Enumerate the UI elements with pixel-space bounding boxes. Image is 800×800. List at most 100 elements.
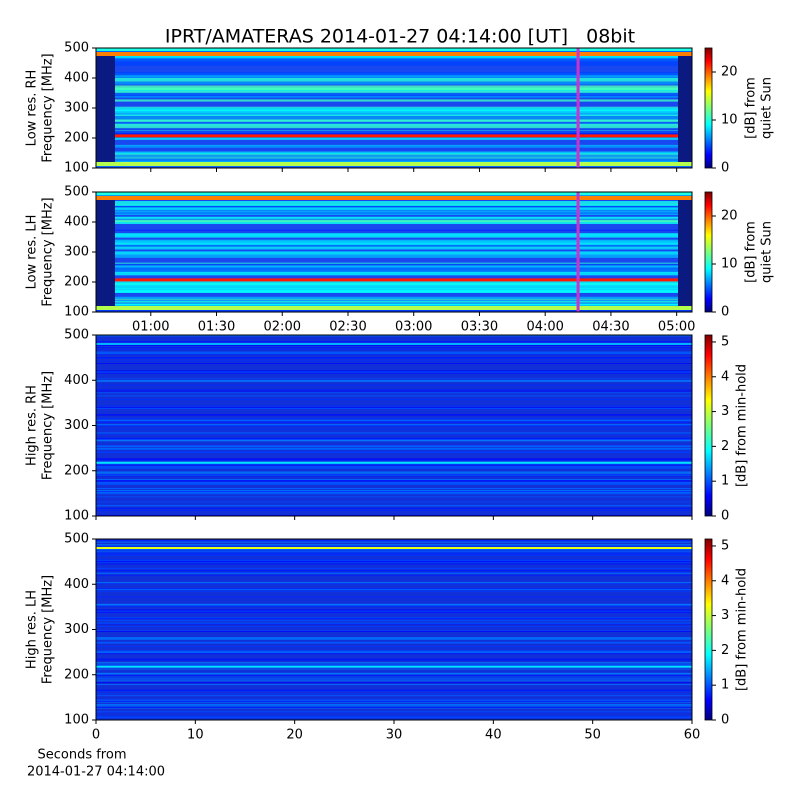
spectrogram-band (96, 414, 692, 416)
spectrogram-band (96, 480, 692, 482)
y-axis-label: Low res. LH (25, 215, 40, 290)
spectrogram-band (96, 348, 692, 350)
spectrogram-band (96, 162, 692, 166)
colorbar-tick-label: 10 (721, 257, 738, 272)
x-tick-label: 02:30 (329, 320, 366, 335)
spectrogram-band (96, 482, 692, 484)
spectrogram (96, 335, 692, 517)
spectrogram-band (96, 508, 692, 510)
spectrogram-band (96, 571, 692, 573)
colorbar-tick-label: 20 (721, 65, 738, 80)
x-tick-label: 20 (286, 728, 303, 743)
spectrogram-band (96, 343, 692, 345)
spectrogram-band (96, 700, 692, 702)
spectrogram-band (96, 356, 692, 358)
spectrogram-band (96, 263, 692, 266)
spectrogram-band (96, 61, 692, 66)
colorbar-tick-label: 0 (721, 713, 729, 728)
spectrogram-band (96, 680, 692, 682)
spectrogram-band (96, 229, 692, 231)
colorbar-tick-label: 20 (721, 209, 738, 224)
spectrogram-band (96, 444, 692, 446)
spectrogram-band (96, 638, 692, 640)
spectrogram (96, 48, 692, 168)
spectrogram-band (96, 372, 692, 374)
spectrogram-band (96, 491, 692, 493)
spectrogram-band (96, 596, 692, 598)
spectrogram-background (96, 539, 692, 720)
spectrogram-band (96, 652, 692, 654)
spectrogram-band (96, 682, 692, 684)
spectrogram-band (96, 82, 692, 85)
spectrogram-band (96, 551, 692, 553)
spectrogram-band (96, 363, 692, 365)
spectrogram-band (96, 156, 692, 161)
y-tick-label: 500 (64, 41, 89, 56)
spectrogram-band (96, 262, 692, 265)
spectrogram-band (96, 488, 692, 490)
colorbar-label: [dB] from min-hold (735, 568, 750, 691)
spectrogram-band (96, 563, 692, 565)
spectrogram-band (96, 251, 692, 255)
spectrogram-band (96, 626, 692, 628)
spectrogram-band (96, 136, 692, 140)
spectrogram-band (96, 89, 692, 93)
spectrogram-band (96, 222, 692, 225)
spectrogram-band (96, 630, 692, 632)
colorbar-tick-label: 1 (721, 474, 729, 489)
spectrogram-band (96, 134, 692, 138)
colorbar (704, 538, 713, 721)
spectrogram-band (96, 57, 692, 63)
spectrogram-band (96, 603, 692, 605)
spectrogram-band (96, 504, 692, 506)
colorbar-tick-label: 0 (721, 509, 729, 524)
spectrogram-band (96, 549, 692, 551)
x-tick-label: 60 (684, 728, 701, 743)
spectrogram-band (96, 704, 692, 706)
spectrogram-band (96, 672, 692, 674)
spectrogram-band (96, 347, 692, 349)
y-axis-label: Frequency [MHz] (41, 53, 56, 162)
y-axis-label: Frequency [MHz] (41, 371, 56, 480)
x-tick-label: 30 (386, 728, 403, 743)
y-tick-label: 200 (64, 463, 89, 478)
spectrogram-band (96, 351, 692, 353)
spectrogram-band (96, 493, 692, 495)
spectrogram-band (96, 119, 692, 121)
colorbar-tick-label: 1 (721, 678, 729, 693)
spectrogram-band (96, 559, 692, 561)
spectrogram-band (96, 510, 692, 512)
spectrogram-band (96, 678, 692, 680)
spectrogram-band (96, 700, 692, 702)
spectrogram-band (96, 689, 692, 691)
spectrogram-band (96, 109, 692, 113)
spectrogram-band (96, 676, 692, 678)
spectrogram-band (96, 267, 692, 272)
spectrogram-band (96, 665, 692, 668)
x-tick-label: 04:00 (526, 320, 563, 335)
spectrogram-band (96, 620, 692, 622)
spectrogram-band (96, 659, 692, 661)
spectrogram (96, 539, 692, 721)
spectrogram-band (96, 52, 692, 56)
spectrogram-band (96, 451, 692, 453)
spectrogram-band (96, 574, 692, 576)
y-tick-label: 300 (64, 101, 89, 116)
spectrogram-band (96, 609, 692, 611)
y-tick-label: 200 (64, 275, 89, 290)
spectrogram-band (96, 684, 692, 686)
spectrogram-edge (678, 56, 692, 162)
spectrogram-band (96, 418, 692, 420)
spectrogram-band (96, 617, 692, 619)
spectrogram-band (96, 392, 692, 394)
colorbar-tick-label: 2 (721, 439, 729, 454)
spectrogram-band (96, 299, 692, 302)
spectrogram-band (96, 653, 692, 655)
y-tick-label: 500 (64, 532, 89, 547)
spectrogram-band (96, 244, 692, 247)
spectrogram-band (96, 54, 692, 59)
spectrogram-band (96, 440, 692, 442)
spectrogram-band (96, 569, 692, 571)
spectrogram-band (96, 562, 692, 564)
spectrogram-band (96, 428, 692, 430)
